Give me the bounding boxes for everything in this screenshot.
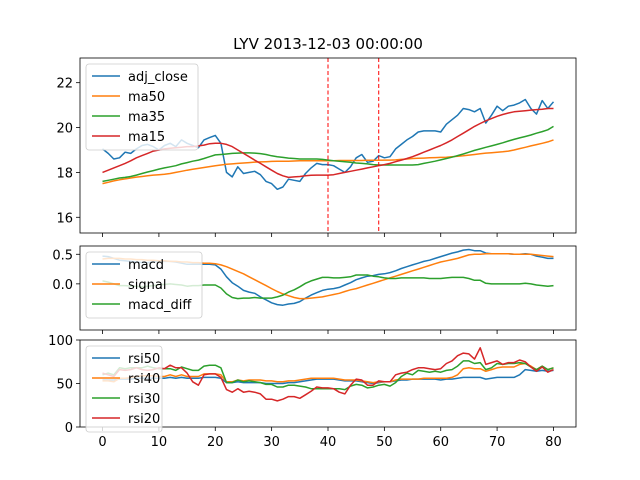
axes-frame (79, 339, 577, 428)
legend: macd signal macd_diff (85, 251, 203, 319)
y-tick-label: 16 (56, 211, 73, 226)
legend-label: rsi30 (128, 392, 160, 407)
x-tick-label: 70 (489, 435, 506, 450)
x-tick-label: 40 (320, 435, 337, 450)
legend-label: rsi50 (128, 352, 160, 367)
y-tick-label: 0.5 (52, 248, 73, 263)
y-tick-label: 20 (56, 122, 73, 137)
series-line-rsi50 (102, 368, 554, 385)
panel-macd: 0.0 0.5 macd signal macd_diff (52, 245, 577, 334)
legend-box (85, 251, 203, 319)
y-tick-label: 0 (65, 421, 73, 436)
legend: adj_close ma50 ma35 ma15 (85, 63, 199, 151)
legend-label: signal (128, 278, 166, 293)
legend-label: rsi20 (128, 412, 160, 427)
legend-box (85, 63, 199, 151)
series-line-rsi40 (102, 362, 554, 384)
legend-label: rsi40 (128, 372, 160, 387)
x-tick-label: 60 (432, 435, 449, 450)
legend-box (85, 345, 163, 433)
series-line-ma35 (102, 125, 554, 183)
axes-frame (79, 245, 577, 331)
axes-frame (79, 57, 577, 234)
y-tick-label: 0.0 (52, 278, 73, 293)
y-tick-label: 18 (56, 166, 73, 181)
plot-area (102, 347, 554, 402)
series-line-rsi30 (102, 360, 554, 391)
legend-label: macd (128, 258, 164, 273)
series-line-rsi20 (102, 347, 554, 402)
x-tick-label: 0 (98, 435, 106, 450)
y-tick-label: 22 (56, 77, 73, 92)
x-tick-label: 80 (545, 435, 562, 450)
x-tick-label: 30 (263, 435, 280, 450)
legend-label: adj_close (128, 70, 188, 85)
y-tick-label: 100 (48, 334, 73, 349)
panel-price: 16 18 20 22 adj_close ma50 ma35 ma15 (56, 57, 577, 237)
y-tick-label: 50 (56, 378, 73, 393)
x-tick-label: 10 (151, 435, 168, 450)
legend-label: ma35 (128, 110, 165, 125)
legend-label: ma50 (128, 90, 165, 105)
legend: rsi50 rsi40 rsi30 rsi20 (85, 345, 163, 433)
legend-label: ma15 (128, 130, 165, 145)
chart-title: LYV 2013-12-03 00:00:00 (233, 35, 423, 53)
x-tick-label: 20 (207, 435, 224, 450)
legend-label: macd_diff (128, 298, 192, 313)
x-tick-label: 50 (376, 435, 393, 450)
